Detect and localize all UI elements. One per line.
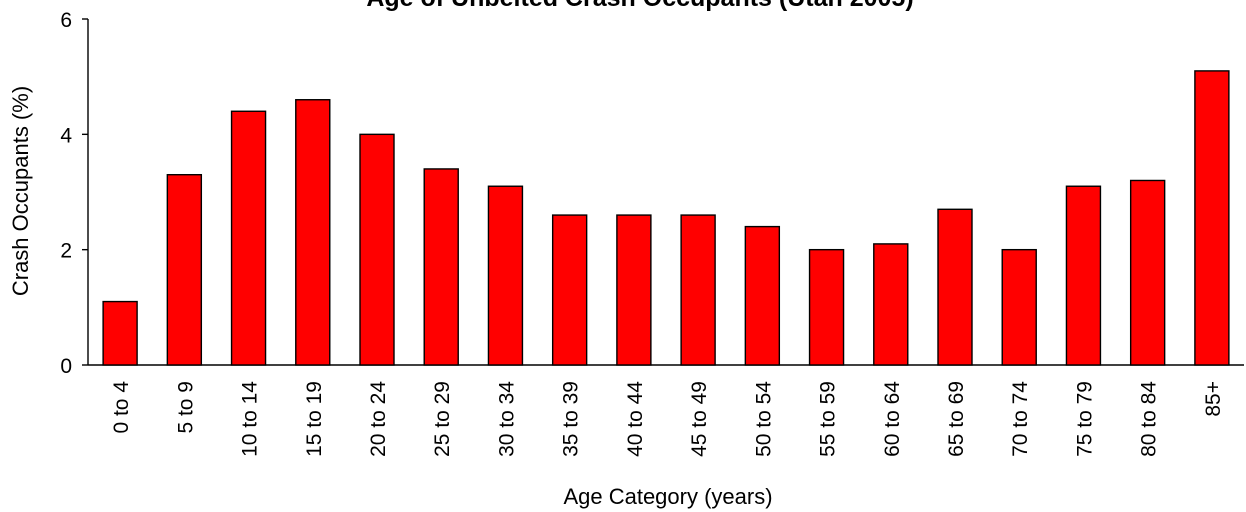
x-tick-label: 75 to 79	[1073, 381, 1096, 457]
y-tick-label: 2	[60, 240, 72, 263]
bar	[166, 173, 203, 366]
x-tick-label: 85+	[1202, 381, 1225, 417]
x-tick-label: 70 to 74	[1009, 381, 1032, 457]
bar	[937, 208, 973, 366]
x-tick-label: 0 to 4	[110, 381, 133, 434]
bar	[551, 214, 588, 366]
y-tick-label: 6	[60, 9, 72, 32]
x-tick-label: 5 to 9	[174, 381, 197, 434]
x-tick-label: 15 to 19	[303, 381, 326, 457]
chart-title: Age of Unbelted Crash Occupants (Utah 20…	[366, 0, 913, 12]
x-tick-labels: 0 to 4 5 to 9 10 to 14 15 to 19 20 to 24 25 t…	[110, 381, 1225, 457]
bar	[359, 133, 395, 366]
x-tick-label: 50 to 54	[752, 381, 775, 457]
bar	[102, 300, 138, 366]
bar	[423, 168, 459, 366]
bar	[487, 185, 524, 366]
bar	[680, 214, 716, 366]
bar	[1065, 185, 1102, 366]
bar	[1001, 248, 1037, 366]
y-axis-label: Crash Occupants (%)	[8, 86, 33, 296]
bar	[616, 214, 652, 366]
x-tick-label: 45 to 49	[688, 381, 711, 457]
bar	[1129, 179, 1166, 366]
x-tick-label: 30 to 34	[495, 381, 518, 457]
x-tick-label: 60 to 64	[881, 381, 904, 457]
x-tick-label: 10 to 14	[239, 381, 262, 457]
y-tick-label: 4	[60, 124, 72, 147]
bar	[873, 243, 909, 366]
bar	[1194, 70, 1230, 366]
y-axis: 0 2 4 6	[60, 9, 89, 378]
bar	[744, 225, 781, 366]
x-axis-label: Age Category (years)	[563, 484, 772, 509]
x-tick-label: 55 to 59	[817, 381, 840, 457]
bar	[230, 110, 267, 366]
x-tick-label: 80 to 84	[1138, 381, 1161, 457]
bar	[808, 248, 845, 366]
x-tick-label: 20 to 24	[367, 381, 390, 457]
x-tick-label: 40 to 44	[624, 381, 647, 457]
y-tick-label: 0	[60, 355, 72, 378]
x-tick-label: 25 to 29	[431, 381, 454, 457]
x-tick-label: 35 to 39	[560, 381, 583, 457]
bars	[102, 70, 1230, 366]
bar	[295, 99, 331, 366]
x-tick-label: 65 to 69	[945, 381, 968, 457]
